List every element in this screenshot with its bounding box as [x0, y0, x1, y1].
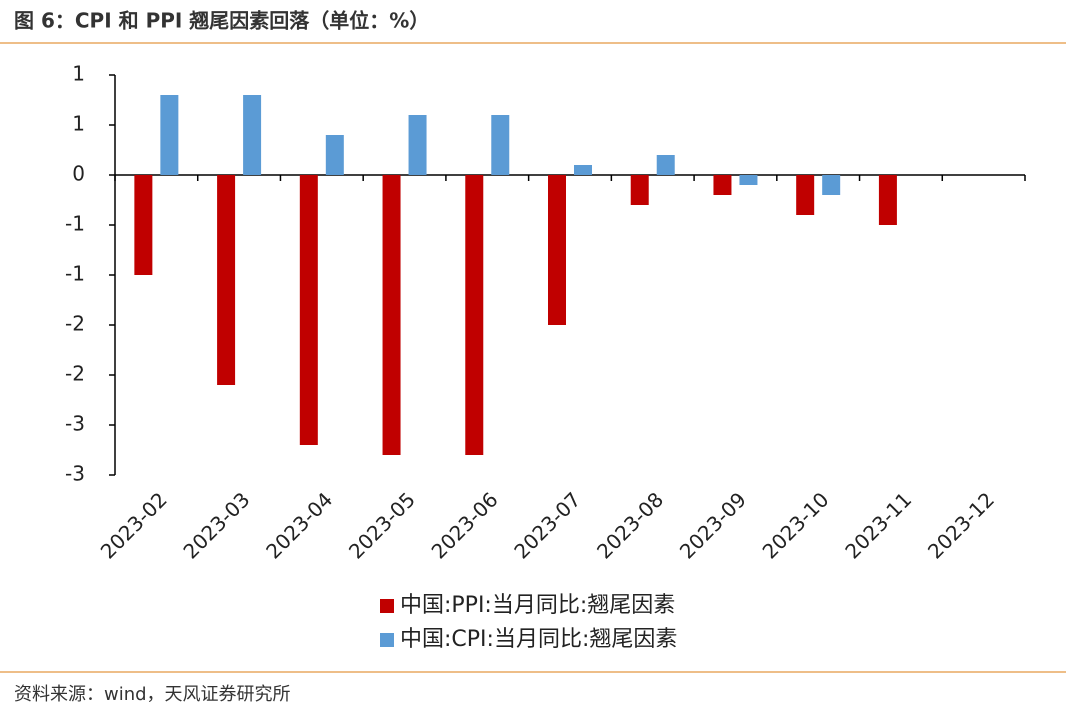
bar: [796, 175, 815, 215]
bar: [491, 115, 510, 175]
x-tick-label: 2023-03: [178, 487, 254, 563]
y-tick-label: 1: [72, 62, 85, 86]
bar: [548, 175, 566, 325]
x-tick-label: 2023-06: [427, 487, 503, 563]
y-tick-label: -1: [65, 212, 85, 236]
chart-title: 图 6：CPI 和 PPI 翘尾因素回落（单位：%）: [14, 9, 429, 33]
bar: [382, 175, 401, 455]
bar: [325, 135, 344, 175]
x-tick-label: 2023-12: [923, 487, 999, 563]
x-tick-label: 2023-07: [509, 487, 585, 563]
bar: [739, 175, 758, 185]
bar: [822, 175, 841, 195]
x-tick-label: 2023-05: [344, 487, 420, 563]
bar: [299, 175, 318, 445]
bar: [243, 95, 262, 175]
y-tick-label: -3: [65, 462, 85, 486]
y-tick-label: 1: [72, 112, 85, 136]
y-tick-label: 0: [72, 162, 85, 186]
x-tick-label: 2023-11: [840, 487, 916, 563]
bar: [656, 155, 675, 175]
x-tick-label: 2023-09: [675, 487, 751, 563]
bar: [408, 115, 427, 175]
x-tick-label: 2023-02: [96, 487, 172, 563]
y-tick-label: -1: [65, 262, 85, 286]
bar: [160, 95, 179, 175]
y-tick-label: -3: [65, 412, 85, 436]
legend-label: 中国:PPI:当月同比:翘尾因素: [400, 593, 675, 618]
x-tick-label: 2023-10: [758, 487, 834, 563]
x-tick-label: 2023-08: [592, 487, 668, 563]
source: 资料来源：wind，天风证券研究所: [14, 684, 291, 705]
bar: [878, 175, 897, 225]
legend-swatch: [380, 633, 394, 647]
y-tick-label: -2: [65, 312, 85, 336]
bar: [134, 175, 153, 275]
bar: [574, 165, 592, 175]
bar: [713, 175, 732, 195]
legend-label: 中国:CPI:当月同比:翘尾因素: [400, 627, 677, 652]
legend-swatch: [380, 599, 394, 613]
bar: [465, 175, 484, 455]
bar: [630, 175, 649, 205]
y-tick-label: -2: [65, 362, 85, 386]
bar: [217, 175, 236, 385]
x-tick-label: 2023-04: [261, 487, 337, 563]
